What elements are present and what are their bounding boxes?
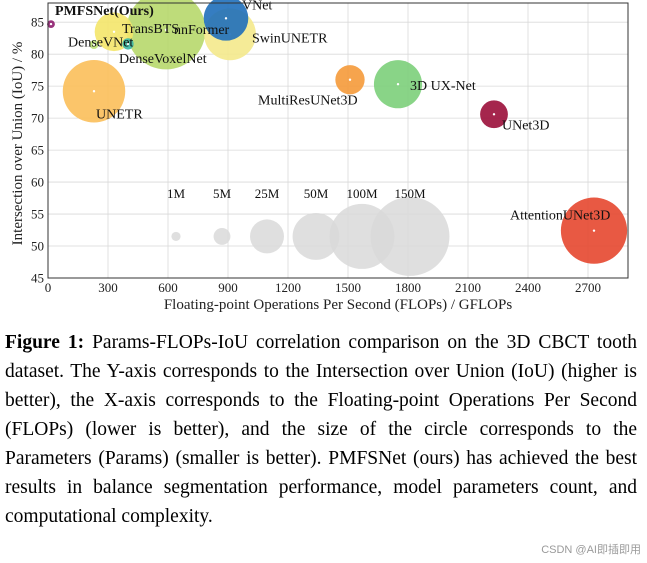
x-tick-label: 2400: [515, 280, 541, 295]
y-tick-label: 75: [31, 79, 44, 94]
bubble-center-dot: [92, 43, 96, 46]
x-tick-label: 2100: [455, 280, 481, 295]
size-legend-label: 25M: [255, 186, 280, 201]
x-tick-label: 1500: [335, 280, 361, 295]
bubble-chart-svg: 1M 5M 25M 50M 100M 150M PMFSNet(Ours) TransBTS…: [10, 0, 629, 313]
label-densevoxelnet: DenseVoxelNet: [119, 52, 207, 67]
figure-caption: Figure 1: Params-FLOPs-IoU correlation c…: [5, 328, 637, 531]
bubble-center-dot: [492, 113, 496, 116]
label-swinunetr: SwinUNETR: [252, 31, 328, 46]
y-tick-label: 70: [31, 111, 44, 126]
bubble-center-dot: [164, 28, 168, 32]
caption-text: Params-FLOPs-IoU correlation comparison …: [5, 332, 638, 527]
y-tick-label: 80: [31, 47, 44, 62]
size-legend-label: 100M: [346, 186, 378, 201]
size-legend-label: 5M: [213, 186, 232, 201]
y-tick-label: 55: [31, 207, 44, 222]
x-tick-label: 2700: [575, 280, 601, 295]
size-legend-circle: [292, 213, 340, 260]
label-attentionunet3d: AttentionUNet3D: [510, 209, 610, 224]
bubble-center-dot: [49, 22, 53, 26]
label-unet3d: UNet3D: [502, 118, 549, 133]
bubble-center-dot: [592, 229, 596, 232]
bubble-center-dot: [348, 78, 352, 81]
watermark: CSDN @AI即插即用: [541, 544, 641, 556]
y-tick-label: 85: [31, 15, 44, 30]
y-tick-label: 60: [31, 175, 44, 190]
x-tick-label: 1800: [395, 280, 421, 295]
bubble-center-dot: [126, 42, 130, 46]
plot-frame: [47, 2, 629, 279]
y-tick-label: 45: [31, 271, 44, 286]
size-legend-label: 50M: [304, 186, 329, 201]
x-tick-label: 0: [45, 280, 52, 295]
bubble-center-dot: [396, 83, 400, 86]
label-densevnet: DenseVNet: [68, 36, 133, 51]
label-nnformer: nnFormer: [174, 23, 230, 38]
y-tick-label: 65: [31, 143, 44, 158]
size-legend-label: 1M: [167, 186, 186, 201]
label-unetr: UNETR: [96, 107, 143, 122]
bubble-nnformer: [126, 0, 206, 70]
y-axis-title: Intersection over Union (IoU) / %: [10, 42, 26, 246]
size-legend-circle: [171, 231, 181, 242]
x-tick-label: 900: [218, 280, 238, 295]
label-multiresunet3d: MultiResUNet3D: [258, 94, 358, 109]
size-legend-label: 150M: [394, 186, 426, 201]
size-legend-circle: [213, 227, 231, 245]
x-tick-label: 600: [158, 280, 178, 295]
chart: 1M 5M 25M 50M 100M 150M PMFSNet(Ours) TransBTS…: [10, 0, 629, 313]
label-transbts: TransBTS: [122, 22, 179, 37]
x-tick-label: 1200: [275, 280, 301, 295]
x-tick-label: 300: [98, 280, 118, 295]
x-axis-title: Floating-point Operations Per Second (FL…: [164, 297, 512, 313]
bubble-vnet: [203, 0, 249, 41]
label-pmfsnet-ours-: PMFSNet(Ours): [55, 4, 154, 19]
caption-label: Figure 1:: [5, 332, 85, 353]
label-vnet: VNet: [242, 0, 272, 13]
size-legend-circle: [250, 219, 284, 254]
bubble-center-dot: [224, 17, 228, 20]
size-legend-circle: [370, 196, 450, 276]
label-3d-ux-net: 3D UX-Net: [410, 79, 476, 94]
bubble-center-dot: [112, 30, 116, 33]
bubble-center-dot: [92, 90, 96, 93]
y-tick-label: 50: [31, 239, 44, 254]
